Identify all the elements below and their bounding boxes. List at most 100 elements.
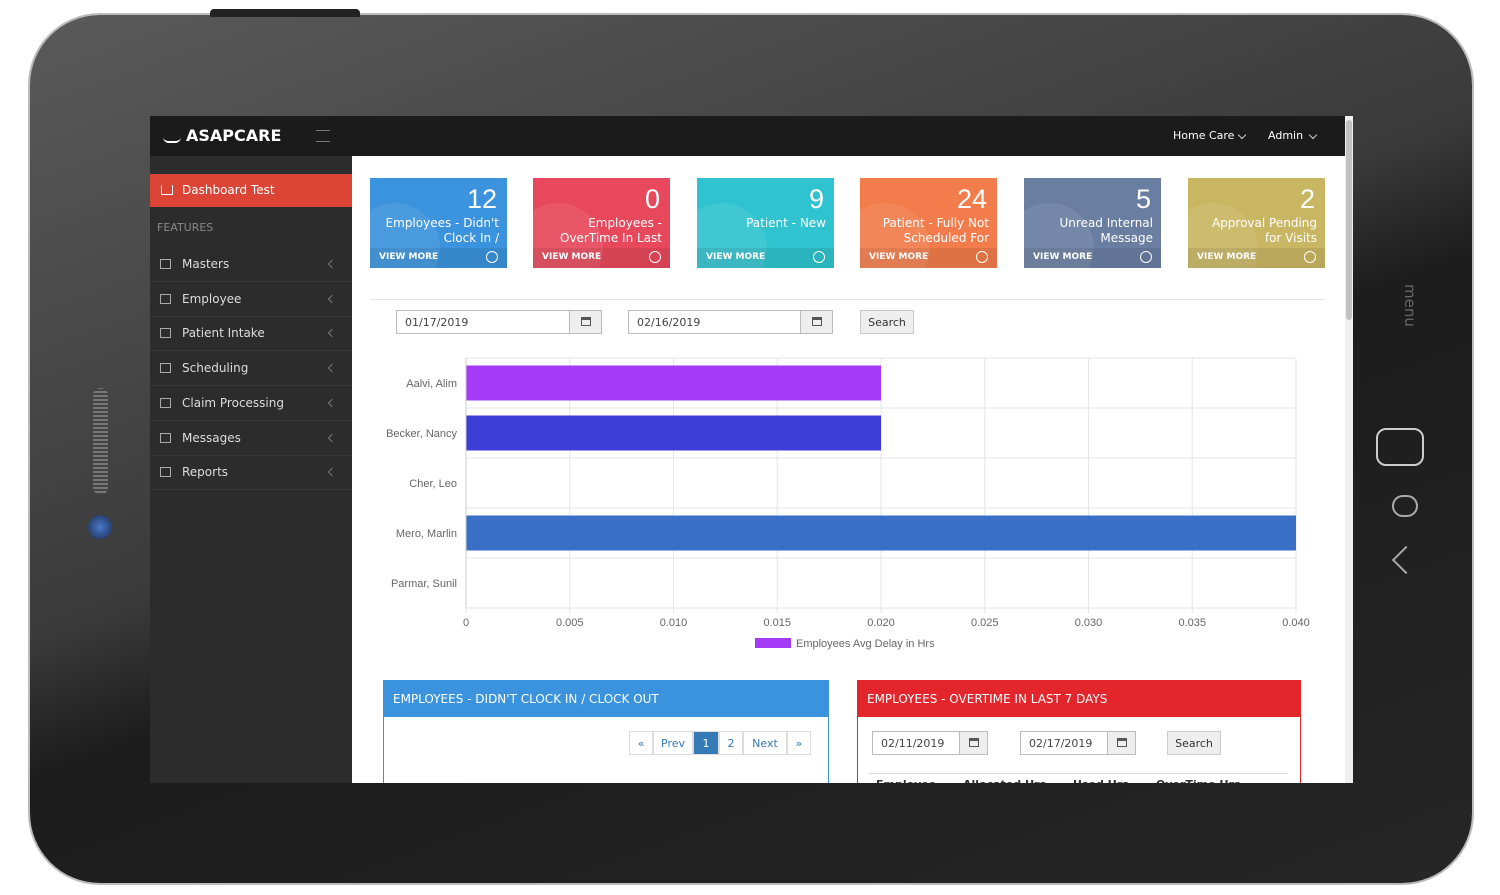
divider [370, 299, 1325, 300]
home-button[interactable] [1376, 428, 1424, 466]
tile[interactable]: 2 Approval Pending for Visits VIEW MORE [1188, 178, 1325, 268]
home-icon [161, 185, 173, 195]
device-button [210, 9, 360, 17]
menu-item[interactable]: Reports [150, 455, 352, 491]
page-link[interactable]: Next [743, 731, 787, 755]
tile-link[interactable]: VIEW MORE [542, 252, 602, 262]
calendar-button[interactable] [959, 731, 988, 755]
sidebar: Dashboard Test FEATURES Masters Employee P… [150, 156, 352, 783]
page-link[interactable]: Prev [653, 731, 693, 755]
tile-link[interactable]: VIEW MORE [1033, 252, 1093, 262]
menu-icon [160, 467, 171, 478]
menu-item[interactable]: Scheduling [150, 351, 352, 387]
menu-item[interactable]: Patient Intake [150, 316, 352, 352]
calendar-button[interactable] [569, 310, 602, 334]
menu-item[interactable]: Employee [150, 282, 352, 317]
tile-link[interactable]: VIEW MORE [706, 252, 766, 262]
arrow-icon [1140, 251, 1152, 263]
menu-icon [160, 328, 171, 339]
tile-label: Employees - Didn't Clock In / [385, 216, 499, 245]
section-label: FEATURES [157, 221, 214, 234]
logo: ASAPCARE [186, 126, 282, 145]
bar [466, 365, 881, 401]
x-tick-label: 0 [463, 617, 469, 629]
bar [466, 515, 1296, 551]
content: 12 Employees - Didn't Clock In / VIEW MORE… [352, 156, 1345, 783]
bar-chart: 0 0.005 0.010 0.015 0.020 0.025 0.030 0.035 0.04… [386, 357, 1310, 650]
calendar-button[interactable] [1107, 731, 1136, 755]
logo-icon [163, 129, 181, 143]
y-tick-label: Aalvi, Alim [406, 378, 457, 390]
page-link[interactable]: 2 [719, 731, 743, 755]
tile-footer: VIEW MORE [370, 248, 507, 268]
menu-label: Employee [182, 291, 242, 306]
active-item[interactable]: Dashboard Test [150, 174, 352, 207]
search-button[interactable]: Search [860, 310, 914, 334]
tile-value: 24 [956, 184, 987, 214]
column-header: Employee [876, 778, 936, 783]
tile-link[interactable]: VIEW MORE [869, 252, 929, 262]
column-header: Allocated Hrs [963, 778, 1046, 783]
chevron [1237, 130, 1247, 140]
x-tick-label: 0.015 [763, 617, 791, 629]
tile[interactable]: 24 Patient - Fully Not Scheduled For VIEW … [860, 178, 997, 268]
tile[interactable]: 12 Employees - Didn't Clock In / VIEW MORE [370, 178, 507, 268]
calendar-button[interactable] [800, 310, 833, 334]
screen: ASAPCARE Home Care Admin Dashboard Test … [150, 116, 1353, 783]
page-link[interactable]: » [787, 731, 811, 755]
tile-link[interactable]: VIEW MORE [1197, 252, 1257, 262]
scrollbar[interactable] [1345, 116, 1353, 783]
x-tick-label: 0.020 [867, 617, 895, 629]
menu-label: Masters [182, 257, 230, 271]
legend-label: Employees Avg Delay in Hrs [796, 638, 935, 650]
search-button[interactable]: Search [1167, 731, 1221, 755]
nav-menu[interactable]: Admin [1268, 129, 1304, 142]
x-tick-label: 0.035 [1178, 617, 1206, 629]
bar [466, 415, 881, 451]
table-header: Employee Allocated Hrs Used Hrs OverTime Hr… [868, 773, 1288, 783]
y-tick-label: Parmar, Sunil [391, 578, 457, 590]
menu-icon [160, 259, 171, 269]
tile-footer: VIEW MORE [533, 248, 670, 268]
arrow-icon [813, 251, 825, 263]
back-button[interactable] [1391, 545, 1421, 575]
menu-label: Scheduling [182, 361, 249, 376]
menu-label: Patient Intake [182, 326, 265, 341]
scrollbar-thumb[interactable] [1346, 120, 1352, 320]
tile-value: 9 [808, 184, 824, 214]
nav-menu[interactable]: Home Care [1173, 129, 1235, 142]
panel-header: EMPLOYEES - OVERTIME IN LAST 7 DAYS [858, 681, 1300, 717]
active-label: Dashboard Test [182, 183, 275, 197]
date-input[interactable]: 02/17/2019 [1020, 731, 1108, 755]
date-input[interactable]: 02/16/2019 [628, 310, 801, 334]
chevron [1308, 130, 1318, 140]
x-tick-label: 0.025 [971, 617, 999, 629]
menu-item[interactable]: Messages [150, 421, 352, 456]
tile-label: Patient - Fully Not Scheduled For [882, 216, 989, 245]
tile[interactable]: 0 Employees - OverTime In Last VIEW MORE [533, 178, 670, 268]
panel: EMPLOYEES - DIDN'T CLOCK IN / CLOCK OUT … [383, 680, 829, 783]
menu-label: Claim Processing [182, 395, 284, 410]
menu-item[interactable]: Claim Processing [150, 386, 352, 421]
menu-icon [160, 397, 171, 408]
arrow-icon [1304, 251, 1316, 263]
column-header: Used Hrs [1073, 778, 1129, 783]
date-input[interactable]: 01/17/2019 [396, 310, 570, 334]
tile-footer: VIEW MORE [697, 248, 834, 268]
tile[interactable]: 9 Patient - New VIEW MORE [697, 178, 834, 268]
x-tick-label: 0.040 [1282, 617, 1310, 629]
chevron [327, 433, 337, 442]
tile-footer: VIEW MORE [860, 248, 997, 268]
search-button[interactable] [1392, 495, 1418, 517]
panel-title: EMPLOYEES - OVERTIME IN LAST 7 DAYS [867, 692, 1108, 706]
tile-link[interactable]: VIEW MORE [379, 252, 439, 262]
page-link[interactable]: « [629, 731, 653, 755]
x-tick-label: 0.005 [556, 617, 584, 629]
menu-item[interactable]: Masters [150, 247, 352, 282]
menu-toggle[interactable] [316, 130, 330, 142]
chevron [327, 259, 337, 269]
page-link[interactable]: 1 [693, 731, 719, 755]
tile[interactable]: 5 Unread Internal Message VIEW MORE [1024, 178, 1161, 268]
chevron [327, 363, 337, 373]
date-input[interactable]: 02/11/2019 [872, 731, 960, 755]
